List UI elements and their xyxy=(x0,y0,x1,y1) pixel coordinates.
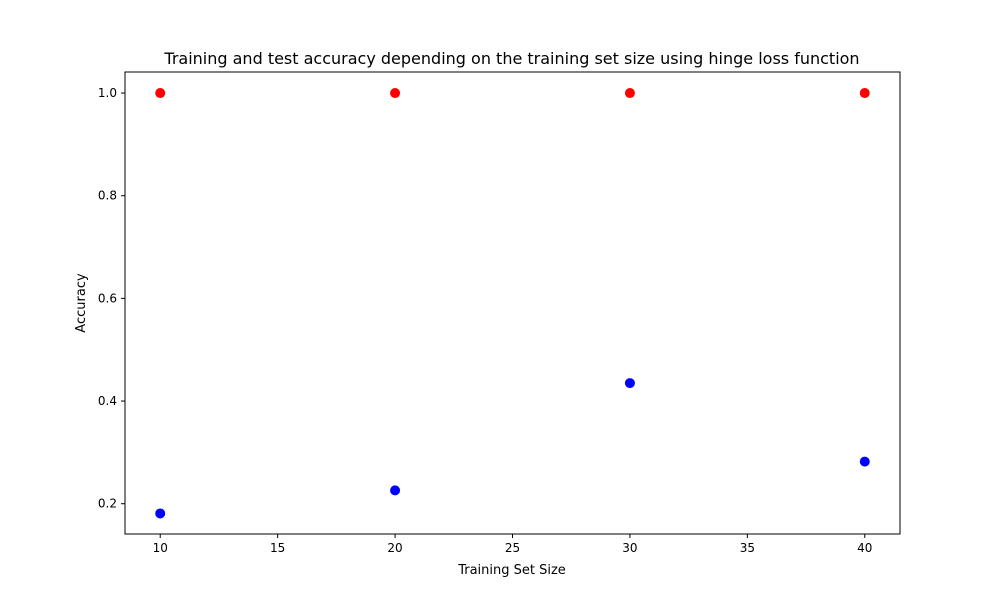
x-tick-label: 30 xyxy=(622,541,637,555)
scatter-point-series-0 xyxy=(390,88,401,99)
scatter-point-series-1 xyxy=(624,378,635,389)
scatter-point-series-1 xyxy=(390,485,401,496)
x-tick-label: 35 xyxy=(740,541,755,555)
y-tick-label: 0.6 xyxy=(98,291,117,305)
y-tick-label: 1.0 xyxy=(98,86,117,100)
y-axis: 0.2 0.4 0.6 0.8 1.0 xyxy=(98,86,125,511)
chart-title: Training and test accuracy depending on … xyxy=(163,49,859,68)
scatter-point-series-1 xyxy=(859,456,870,467)
plot-area xyxy=(124,71,901,535)
x-axis: 10 15 20 25 30 35 40 xyxy=(153,534,872,555)
scatter-point-series-0 xyxy=(155,88,166,99)
x-tick-label: 25 xyxy=(505,541,520,555)
scatter-point-series-1 xyxy=(155,508,166,519)
y-tick-label: 0.4 xyxy=(98,394,117,408)
y-tick-label: 0.2 xyxy=(98,497,117,511)
data-points xyxy=(155,88,870,519)
scatter-point-series-0 xyxy=(859,88,870,99)
x-axis-label: Training Set Size xyxy=(457,563,566,578)
y-axis-label: Accuracy xyxy=(74,273,89,333)
x-tick-label: 15 xyxy=(270,541,285,555)
x-tick-label: 10 xyxy=(153,541,168,555)
y-tick-label: 0.8 xyxy=(98,189,117,203)
x-tick-label: 20 xyxy=(387,541,402,555)
scatter-point-series-0 xyxy=(624,88,635,99)
x-tick-label: 40 xyxy=(857,541,872,555)
